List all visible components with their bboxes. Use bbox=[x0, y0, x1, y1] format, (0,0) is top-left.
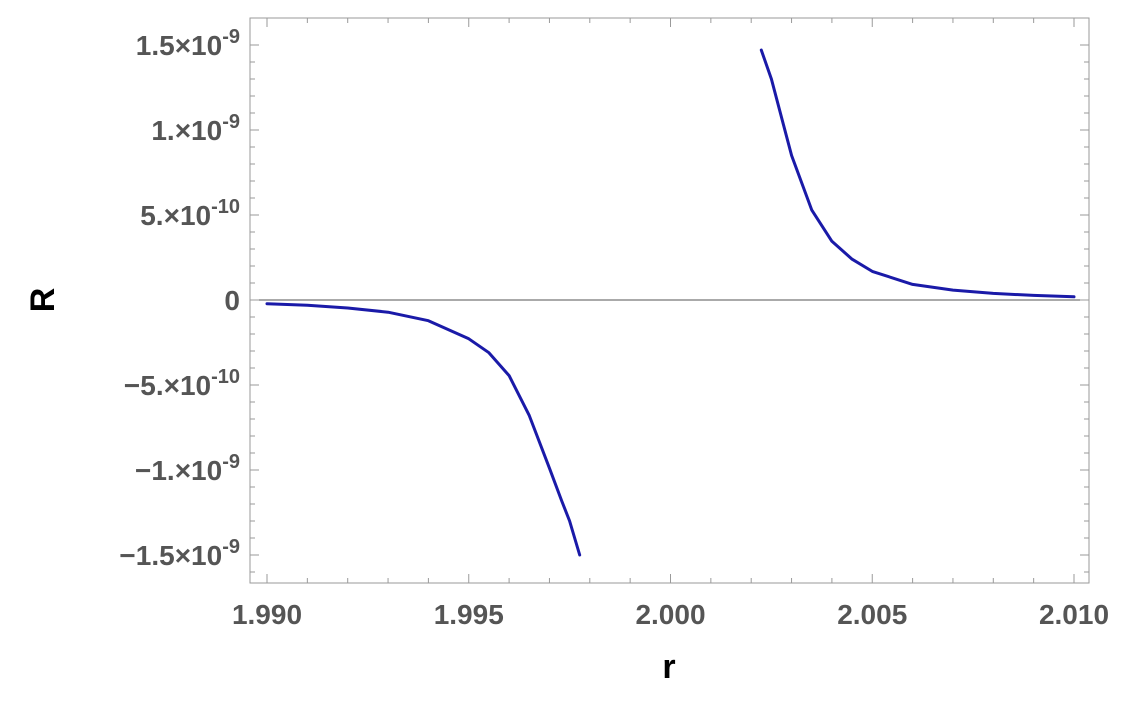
x-tick-labels: 1.990 1.995 2.000 2.005 2.010 bbox=[232, 599, 1109, 630]
y-tick-label: −5.×10-10 bbox=[124, 366, 240, 401]
y-tick-label: −1.5×10-9 bbox=[119, 536, 240, 571]
x-axis-title: r bbox=[662, 648, 675, 686]
y-tick-label: 5.×10-10 bbox=[140, 196, 240, 231]
series-line bbox=[759, 48, 1076, 299]
y-tick-label: 1.5×10-9 bbox=[136, 26, 240, 61]
y-tick-label: 1.×10-9 bbox=[151, 111, 240, 146]
y-axis-title: R bbox=[24, 288, 62, 313]
series-line bbox=[265, 302, 582, 557]
y-tick-label: 0 bbox=[224, 285, 240, 316]
frame-ticks bbox=[250, 18, 1089, 583]
y-tick-labels: 1.5×10-9 1.×10-9 5.×10-10 0 −5.×10-10 −1.×10-… bbox=[119, 26, 240, 571]
x-tick-label: 1.990 bbox=[232, 599, 302, 630]
x-tick-label: 2.010 bbox=[1039, 599, 1109, 630]
x-tick-label: 2.000 bbox=[635, 599, 705, 630]
series-layer bbox=[265, 48, 1076, 557]
y-tick-label: −1.×10-9 bbox=[135, 451, 240, 486]
x-tick-label: 2.005 bbox=[837, 599, 907, 630]
x-tick-label: 1.995 bbox=[434, 599, 504, 630]
